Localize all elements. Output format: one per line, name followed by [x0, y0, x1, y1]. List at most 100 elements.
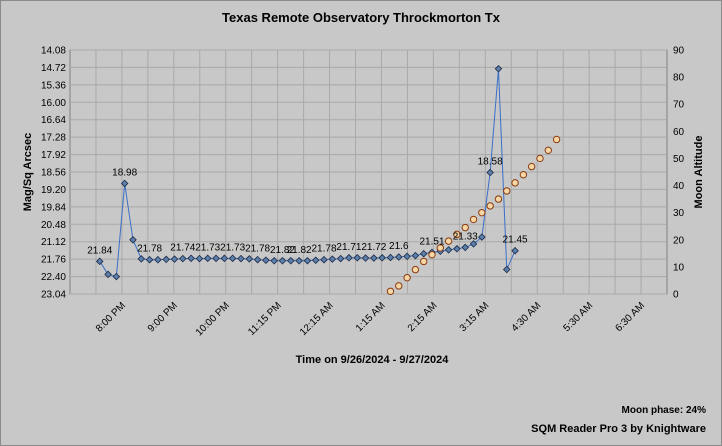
- mag-point: [502, 265, 511, 274]
- mag-point: [145, 255, 154, 264]
- moon-altitude-point: [511, 179, 519, 187]
- mag-point: [262, 256, 270, 264]
- moon-altitude-point: [420, 257, 428, 266]
- y2-tick-label: 60: [673, 127, 685, 138]
- mag-data-label: 21.73: [220, 242, 245, 253]
- y2-tick-label: 70: [673, 100, 685, 111]
- y-tick-label: 21.12: [41, 237, 66, 248]
- y-tick-label: 18.56: [41, 168, 66, 179]
- mag-point: [237, 254, 245, 263]
- moon-altitude-point: [436, 244, 445, 252]
- y2-tick-label: 50: [673, 154, 685, 165]
- y-tick-label: 21.76: [41, 255, 66, 266]
- mag-data-label: 21.73: [195, 242, 220, 253]
- moon-altitude-point: [444, 237, 453, 245]
- chart-title: Texas Remote Observatory Throckmorton Tx: [222, 10, 501, 25]
- mag-point: [469, 240, 478, 248]
- mag-point: [203, 254, 212, 263]
- mag-point: [270, 257, 278, 265]
- mag-point: [287, 257, 295, 265]
- y2-tick-label: 10: [673, 262, 685, 273]
- mag-point: [494, 65, 503, 73]
- mag-point: [311, 256, 320, 264]
- mag-point: [187, 254, 195, 263]
- mag-data-label: 21.74: [170, 243, 195, 254]
- y2-tick-label: 20: [673, 235, 685, 246]
- mag-point: [320, 255, 328, 264]
- mag-point: [295, 257, 303, 265]
- y-tick-label: 14.08: [41, 46, 66, 57]
- mag-point: [95, 257, 104, 266]
- mag-point: [303, 257, 312, 265]
- mag-data-label: 21.45: [503, 235, 528, 246]
- mag-point: [411, 251, 420, 260]
- mag-point: [220, 254, 229, 263]
- y-tick-label: 19.84: [41, 202, 66, 213]
- mag-point: [228, 254, 237, 263]
- moon-altitude-point: [403, 274, 411, 282]
- moon-altitude-point: [552, 135, 561, 144]
- y-tick-label: 17.28: [41, 133, 66, 144]
- moon-phase: Moon phase: 24%: [622, 405, 707, 416]
- y-tick-label: 23.04: [41, 290, 66, 301]
- y2-tick-label: 90: [673, 46, 685, 57]
- mag-point: [461, 243, 469, 252]
- x-tick-label: 11:15 PM: [246, 300, 284, 338]
- x-tick-label: 5:30 AM: [562, 300, 596, 334]
- moon-altitude-point: [411, 265, 420, 274]
- x-tick-label: 8:00 PM: [94, 300, 128, 334]
- mag-data-label: 21.33: [453, 231, 478, 242]
- moon-altitude-point: [519, 171, 528, 179]
- mag-point: [444, 246, 453, 254]
- mag-point: [104, 270, 112, 279]
- x-tick-label: 9:00 PM: [146, 300, 180, 334]
- y2-axis-ticks: 0 10 20 30 40 50 60 70 80 90: [673, 46, 685, 301]
- mag-point: [353, 254, 362, 262]
- mag-point: [419, 249, 428, 258]
- y-tick-label: 22.40: [41, 272, 66, 283]
- x-tick-label: 4:30 AM: [510, 300, 544, 334]
- x-tick-label: 1:15 AM: [354, 300, 388, 334]
- y-tick-label: 20.48: [41, 220, 66, 231]
- mag-point: [378, 254, 386, 262]
- mag-data-label: 21.84: [87, 245, 112, 256]
- moon-altitude-point: [395, 282, 403, 290]
- mag-point: [137, 255, 146, 263]
- moon-altitude-point: [453, 230, 461, 239]
- y2-tick-label: 40: [673, 181, 685, 192]
- series-markers: [95, 65, 561, 295]
- mag-point: [120, 179, 129, 188]
- x-tick-label: 6:30 AM: [613, 300, 647, 334]
- moon-altitude-point: [536, 154, 544, 163]
- y2-tick-label: 80: [673, 73, 685, 84]
- mag-point: [386, 253, 395, 262]
- x-tick-label: 10:00 PM: [194, 300, 232, 338]
- mag-point: [253, 255, 262, 264]
- mag-point: [345, 254, 353, 262]
- mag-data-label: 18.58: [478, 157, 503, 168]
- moon-altitude-point: [503, 187, 511, 195]
- y2-axis-title: Moon Altitude: [693, 136, 705, 209]
- mag-data-label: 21.78: [312, 244, 337, 255]
- mag-point: [129, 236, 137, 244]
- y-tick-label: 16.64: [41, 115, 66, 126]
- mag-data-label: 21.51: [419, 236, 444, 247]
- y2-tick-label: 30: [673, 208, 685, 219]
- mag-point: [403, 252, 411, 261]
- y-tick-label: 17.92: [41, 150, 66, 161]
- y-axis-ticks: 14.08 14.72 15.36 16.00 16.64 17.28 17.92 18.56…: [41, 46, 66, 301]
- mag-point: [328, 255, 337, 263]
- mag-data-label: 21.71: [336, 242, 361, 253]
- y-tick-label: 15.36: [41, 80, 66, 91]
- mag-data-label: 21.78: [245, 244, 270, 255]
- y-tick-label: 14.72: [41, 63, 66, 74]
- mag-point: [179, 254, 187, 263]
- moon-altitude-point: [469, 215, 478, 224]
- moon-altitude-point: [461, 223, 469, 232]
- mag-data-label: 21.6: [389, 241, 409, 252]
- mag-point: [361, 254, 370, 262]
- mag-data-label: 21.82: [287, 245, 312, 256]
- y-axis-title: Mag/Sq Arcsec: [22, 133, 34, 211]
- mag-point: [395, 253, 403, 261]
